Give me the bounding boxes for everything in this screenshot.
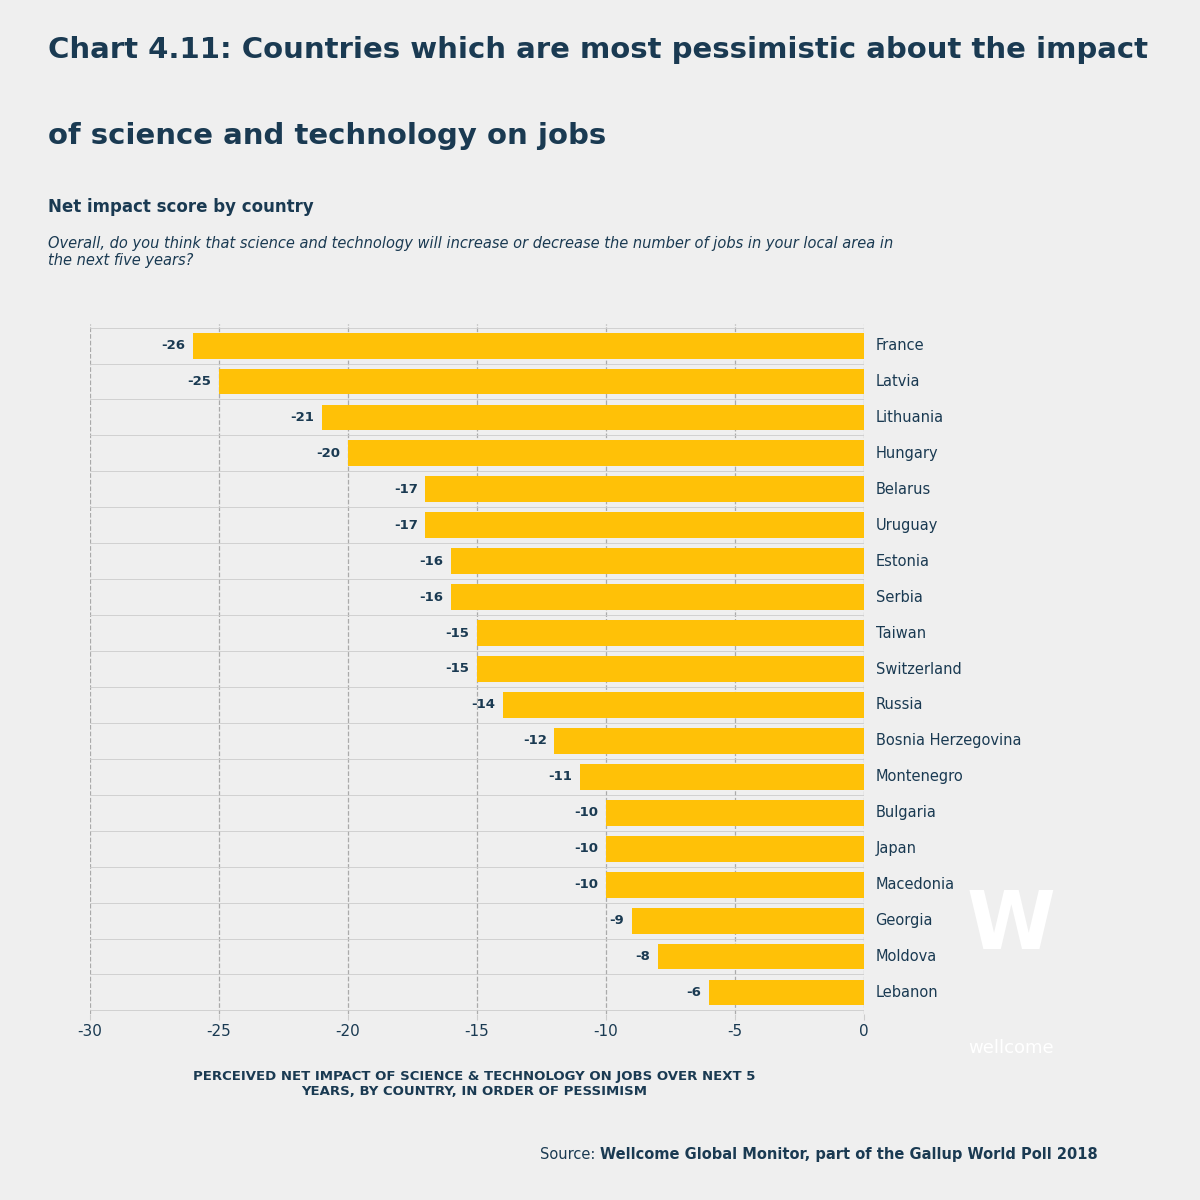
Text: -16: -16 bbox=[420, 554, 444, 568]
Text: -12: -12 bbox=[523, 734, 547, 748]
Text: Japan: Japan bbox=[876, 841, 917, 856]
Bar bbox=[348, 440, 864, 467]
Text: Russia: Russia bbox=[876, 697, 923, 713]
Text: France: France bbox=[876, 338, 924, 353]
Bar bbox=[425, 476, 864, 503]
Bar bbox=[478, 656, 864, 682]
Bar bbox=[606, 835, 864, 862]
Text: Hungary: Hungary bbox=[876, 446, 938, 461]
Bar bbox=[425, 512, 864, 538]
Text: -26: -26 bbox=[162, 340, 186, 352]
Text: Estonia: Estonia bbox=[876, 553, 930, 569]
Text: Macedonia: Macedonia bbox=[876, 877, 955, 892]
Bar bbox=[322, 404, 864, 431]
Text: Montenegro: Montenegro bbox=[876, 769, 964, 785]
Text: -15: -15 bbox=[445, 662, 469, 676]
Text: Bosnia Herzegovina: Bosnia Herzegovina bbox=[876, 733, 1021, 749]
Text: Switzerland: Switzerland bbox=[876, 661, 961, 677]
Text: Uruguay: Uruguay bbox=[876, 517, 938, 533]
Text: W: W bbox=[967, 888, 1055, 966]
Text: Overall, do you think that science and technology will increase or decrease the : Overall, do you think that science and t… bbox=[48, 235, 893, 268]
Text: Lithuania: Lithuania bbox=[876, 410, 943, 425]
Bar bbox=[606, 800, 864, 826]
Bar bbox=[220, 368, 864, 395]
Bar bbox=[503, 692, 864, 718]
Text: -17: -17 bbox=[394, 518, 418, 532]
Text: -10: -10 bbox=[575, 806, 599, 820]
Bar bbox=[554, 728, 864, 754]
Text: Bulgaria: Bulgaria bbox=[876, 805, 936, 821]
Bar bbox=[193, 332, 864, 359]
Bar bbox=[451, 548, 864, 574]
Text: -15: -15 bbox=[445, 626, 469, 640]
Text: Net impact score by country: Net impact score by country bbox=[48, 198, 313, 216]
Bar bbox=[451, 584, 864, 610]
Text: -20: -20 bbox=[317, 446, 341, 460]
Text: Chart 4.11: Countries which are most pessimistic about the impact: Chart 4.11: Countries which are most pes… bbox=[48, 36, 1148, 64]
Text: -6: -6 bbox=[686, 986, 702, 998]
Bar bbox=[658, 943, 864, 970]
Bar bbox=[606, 871, 864, 898]
Text: of science and technology on jobs: of science and technology on jobs bbox=[48, 122, 606, 150]
Text: -10: -10 bbox=[575, 842, 599, 856]
Text: -21: -21 bbox=[290, 410, 314, 424]
Text: -17: -17 bbox=[394, 482, 418, 496]
Bar bbox=[478, 620, 864, 646]
Text: -8: -8 bbox=[635, 950, 650, 962]
Text: Lebanon: Lebanon bbox=[876, 985, 938, 1000]
Bar bbox=[581, 764, 864, 790]
Text: Serbia: Serbia bbox=[876, 589, 923, 605]
Text: Moldova: Moldova bbox=[876, 949, 937, 964]
Text: -11: -11 bbox=[548, 770, 572, 784]
Text: -16: -16 bbox=[420, 590, 444, 604]
Bar bbox=[631, 907, 864, 934]
Text: Latvia: Latvia bbox=[876, 374, 920, 389]
Bar bbox=[709, 979, 864, 1006]
Text: -14: -14 bbox=[472, 698, 496, 712]
Text: -25: -25 bbox=[187, 374, 211, 388]
Text: Belarus: Belarus bbox=[876, 482, 931, 497]
Text: Source:: Source: bbox=[540, 1147, 600, 1162]
Text: Georgia: Georgia bbox=[876, 913, 934, 928]
Text: PERCEIVED NET IMPACT OF SCIENCE & TECHNOLOGY ON JOBS OVER NEXT 5
YEARS, BY COUNT: PERCEIVED NET IMPACT OF SCIENCE & TECHNO… bbox=[193, 1070, 755, 1098]
Text: -9: -9 bbox=[610, 914, 624, 928]
Text: Taiwan: Taiwan bbox=[876, 625, 925, 641]
Text: wellcome: wellcome bbox=[968, 1039, 1054, 1057]
Text: Wellcome Global Monitor, part of the Gallup World Poll 2018: Wellcome Global Monitor, part of the Gal… bbox=[600, 1147, 1098, 1162]
Text: -10: -10 bbox=[575, 878, 599, 892]
